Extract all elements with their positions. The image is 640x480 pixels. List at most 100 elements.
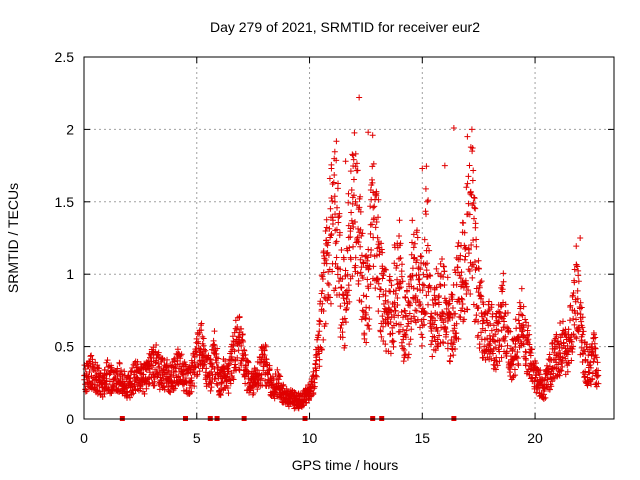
data-point <box>222 358 229 365</box>
data-point <box>372 285 379 292</box>
data-point <box>313 354 320 361</box>
data-point <box>327 300 334 307</box>
data-point <box>110 383 117 390</box>
data-point <box>446 300 453 307</box>
data-point <box>374 234 381 241</box>
data-point <box>320 269 327 276</box>
data-point <box>322 227 329 234</box>
data-point <box>200 362 207 369</box>
data-point <box>514 349 521 356</box>
data-point <box>316 317 323 324</box>
data-point <box>504 309 511 316</box>
data-point <box>355 225 362 232</box>
data-point <box>345 199 352 206</box>
data-point <box>573 243 580 250</box>
data-point <box>261 347 268 354</box>
data-point <box>415 276 422 283</box>
data-point <box>260 367 267 374</box>
data-point <box>410 313 417 320</box>
data-point <box>514 355 521 362</box>
data-point <box>472 220 479 227</box>
data-point <box>403 287 410 294</box>
data-point <box>575 278 582 285</box>
data-point <box>191 359 198 366</box>
data-point <box>239 331 246 338</box>
data-point <box>345 287 352 294</box>
data-point <box>584 358 591 365</box>
data-point <box>117 379 124 386</box>
data-point <box>407 276 414 283</box>
data-point <box>323 216 330 223</box>
data-point <box>470 194 477 201</box>
data-point <box>374 276 381 283</box>
data-point <box>318 290 325 297</box>
data-point <box>595 372 602 379</box>
x-tick-label: 10 <box>302 430 318 446</box>
data-point <box>188 388 195 395</box>
data-point <box>311 383 318 390</box>
data-point <box>164 367 171 374</box>
data-point <box>225 390 232 397</box>
data-point <box>361 330 368 337</box>
data-point <box>570 315 577 322</box>
data-point <box>310 368 317 375</box>
data-point <box>200 335 207 342</box>
data-point <box>418 253 425 260</box>
data-point <box>270 376 277 383</box>
data-point <box>551 346 558 353</box>
data-point <box>565 326 572 333</box>
data-point <box>258 375 265 382</box>
data-point <box>365 322 372 329</box>
data-point <box>383 266 390 273</box>
data-point <box>186 379 193 386</box>
data-point <box>465 173 472 180</box>
data-point <box>524 327 531 334</box>
y-tick-label: 1.5 <box>55 194 75 210</box>
data-point <box>542 394 549 401</box>
data-point <box>412 307 419 314</box>
data-point <box>453 320 460 327</box>
data-point <box>443 305 450 312</box>
data-point <box>435 294 442 301</box>
data-point <box>452 346 459 353</box>
data-point <box>331 148 338 155</box>
outlier-point <box>468 126 475 133</box>
data-point <box>470 200 477 207</box>
data-point <box>203 365 210 372</box>
data-point <box>408 239 415 246</box>
data-point <box>196 368 203 375</box>
data-point <box>266 366 273 373</box>
data-point <box>330 179 337 186</box>
data-point <box>191 383 198 390</box>
data-point <box>486 298 493 305</box>
data-point <box>319 275 326 282</box>
data-point <box>194 371 201 378</box>
data-point <box>488 355 495 362</box>
data-point <box>442 325 449 332</box>
data-point <box>402 334 409 341</box>
data-point <box>382 341 389 348</box>
data-point <box>454 243 461 250</box>
data-point <box>193 372 200 379</box>
data-point <box>496 337 503 344</box>
data-point <box>489 311 496 318</box>
data-point <box>402 307 409 314</box>
data-point <box>195 331 202 338</box>
data-point <box>376 293 383 300</box>
data-point <box>541 377 548 384</box>
data-point <box>174 361 181 368</box>
data-point <box>496 358 503 365</box>
data-point <box>428 341 435 348</box>
data-point <box>578 304 585 311</box>
data-point <box>570 289 577 296</box>
data-point <box>208 368 215 375</box>
data-point <box>175 373 182 380</box>
data-point <box>404 316 411 323</box>
data-point <box>487 320 494 327</box>
data-point <box>574 295 581 302</box>
data-point <box>595 367 602 374</box>
data-point <box>473 312 480 319</box>
data-point <box>366 326 373 333</box>
data-point <box>421 282 428 289</box>
data-point <box>312 372 319 379</box>
